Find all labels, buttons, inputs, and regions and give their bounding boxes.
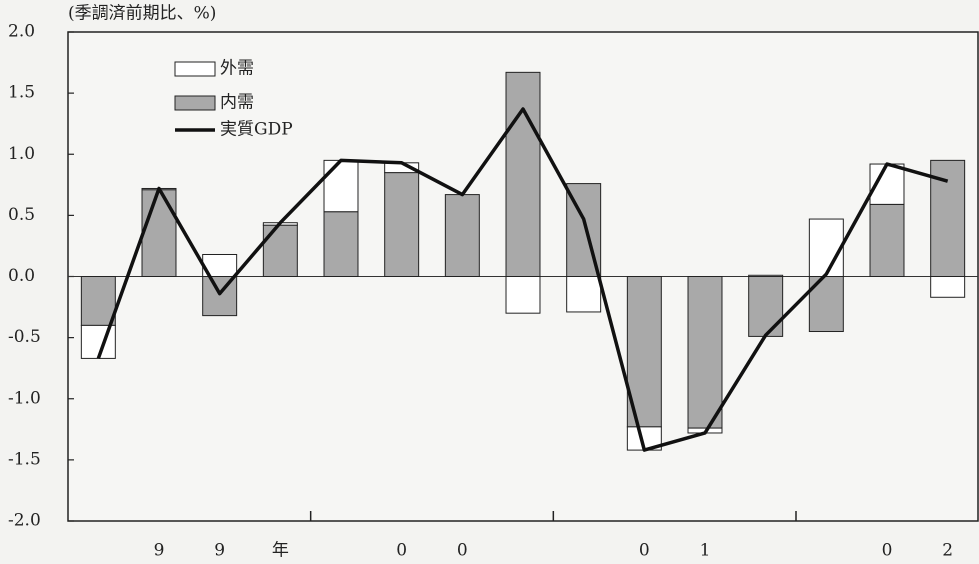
x-tick-label: 年 bbox=[272, 541, 289, 561]
x-tick-label: 1 bbox=[700, 541, 711, 561]
bar bbox=[262, 224, 298, 277]
line bbox=[96, 107, 949, 452]
y-tick-label: -0.5 bbox=[8, 327, 41, 347]
bar bbox=[505, 276, 541, 314]
legend-swatch bbox=[174, 95, 216, 111]
bar bbox=[444, 194, 480, 277]
y-tick-label: 0.5 bbox=[8, 205, 35, 225]
bar bbox=[808, 218, 844, 277]
bar bbox=[869, 203, 905, 277]
bar bbox=[748, 276, 784, 337]
legend-label: 外需 bbox=[220, 59, 254, 79]
y-tick-label: -2.0 bbox=[8, 511, 41, 531]
y-tick-label: 1.0 bbox=[8, 144, 35, 164]
y-tick-label: 1.5 bbox=[8, 83, 35, 103]
y-tick-label: -1.0 bbox=[8, 388, 41, 408]
x-tick-label: 9 bbox=[214, 541, 225, 561]
legend-label: 内需 bbox=[220, 93, 254, 113]
bar bbox=[323, 211, 359, 278]
bar bbox=[748, 274, 784, 277]
x-tick-label: 0 bbox=[457, 541, 468, 561]
legend-label: 実質GDP bbox=[220, 120, 293, 140]
chart-subtitle: (季調済前期比、%) bbox=[68, 4, 216, 24]
legend-swatch bbox=[174, 61, 216, 77]
bar bbox=[141, 189, 177, 277]
y-tick-label: -1.5 bbox=[8, 449, 41, 469]
y-tick-label: 0.0 bbox=[8, 266, 35, 286]
bar bbox=[930, 276, 966, 298]
x-tick-label: 2 bbox=[942, 541, 953, 561]
x-tick-label: 0 bbox=[882, 541, 893, 561]
bar bbox=[323, 159, 359, 213]
bar bbox=[80, 276, 116, 326]
x-tick-label: 9 bbox=[154, 541, 165, 561]
y-tick-label: 2.0 bbox=[8, 22, 35, 42]
bar bbox=[384, 172, 420, 277]
bar bbox=[687, 276, 723, 429]
x-tick-label: 0 bbox=[639, 541, 650, 561]
x-tick-label: 0 bbox=[396, 541, 407, 561]
bar bbox=[566, 276, 602, 313]
bar bbox=[505, 71, 541, 277]
